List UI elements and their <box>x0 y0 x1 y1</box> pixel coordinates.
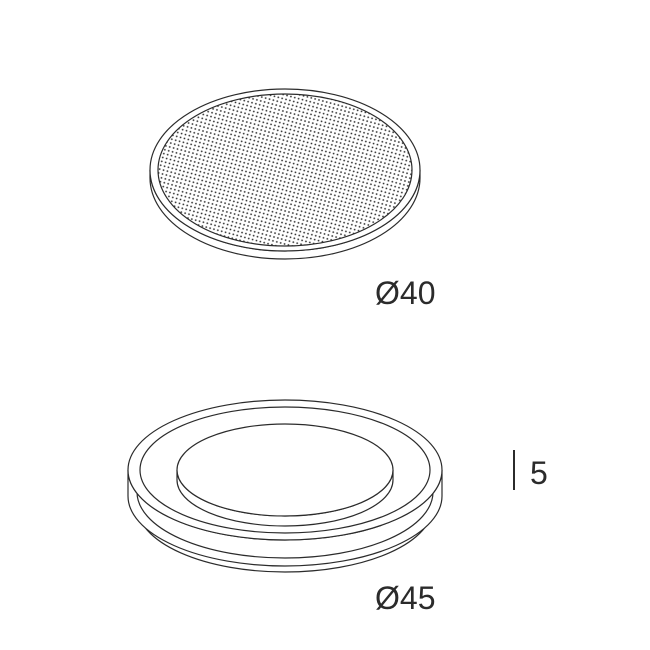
bottom-diameter-label: Ø45 <box>375 580 435 617</box>
height-tick <box>513 450 515 490</box>
height-label: 5 <box>530 455 548 492</box>
top-diameter-label: Ø40 <box>375 275 435 312</box>
